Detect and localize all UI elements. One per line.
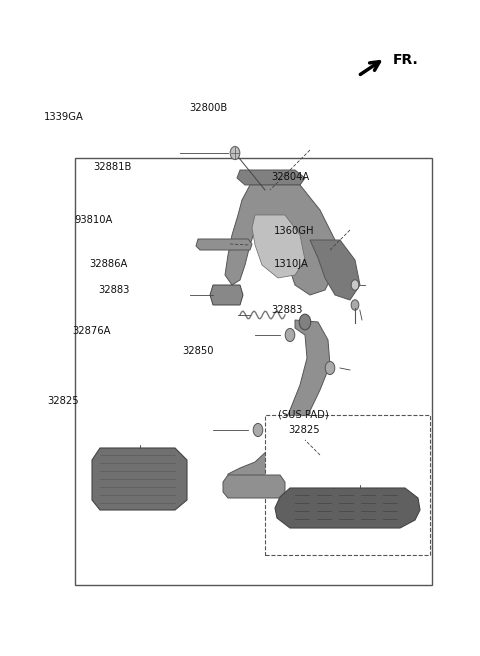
Text: 32886A: 32886A <box>89 258 127 269</box>
Bar <box>75 158 432 585</box>
Circle shape <box>253 423 263 436</box>
Polygon shape <box>275 488 420 528</box>
Circle shape <box>351 279 359 290</box>
Circle shape <box>230 146 240 159</box>
Bar <box>265 415 430 555</box>
Text: 32825: 32825 <box>288 424 320 435</box>
Polygon shape <box>223 475 285 498</box>
Text: 32800B: 32800B <box>190 102 228 113</box>
Polygon shape <box>228 320 330 490</box>
Text: 32876A: 32876A <box>72 326 110 337</box>
Circle shape <box>285 329 295 342</box>
Text: 1339GA: 1339GA <box>44 112 84 122</box>
Text: 93810A: 93810A <box>74 215 113 225</box>
Text: 32825: 32825 <box>47 396 79 407</box>
Polygon shape <box>252 215 305 278</box>
Text: 32850: 32850 <box>182 346 214 356</box>
Circle shape <box>299 314 311 330</box>
Polygon shape <box>225 185 335 295</box>
Text: 1360GH: 1360GH <box>274 226 314 236</box>
Text: 32881B: 32881B <box>94 162 132 173</box>
Circle shape <box>325 361 335 375</box>
Polygon shape <box>310 240 360 300</box>
Text: 1310JA: 1310JA <box>274 258 309 269</box>
Text: 32883: 32883 <box>98 285 130 295</box>
Text: (SUS PAD): (SUS PAD) <box>278 409 329 420</box>
Text: 32883: 32883 <box>271 304 302 315</box>
Text: FR.: FR. <box>393 53 419 67</box>
Polygon shape <box>237 170 305 185</box>
Polygon shape <box>92 448 187 510</box>
Polygon shape <box>196 239 252 250</box>
Polygon shape <box>210 285 243 305</box>
Text: 32804A: 32804A <box>271 172 310 182</box>
Circle shape <box>351 300 359 310</box>
